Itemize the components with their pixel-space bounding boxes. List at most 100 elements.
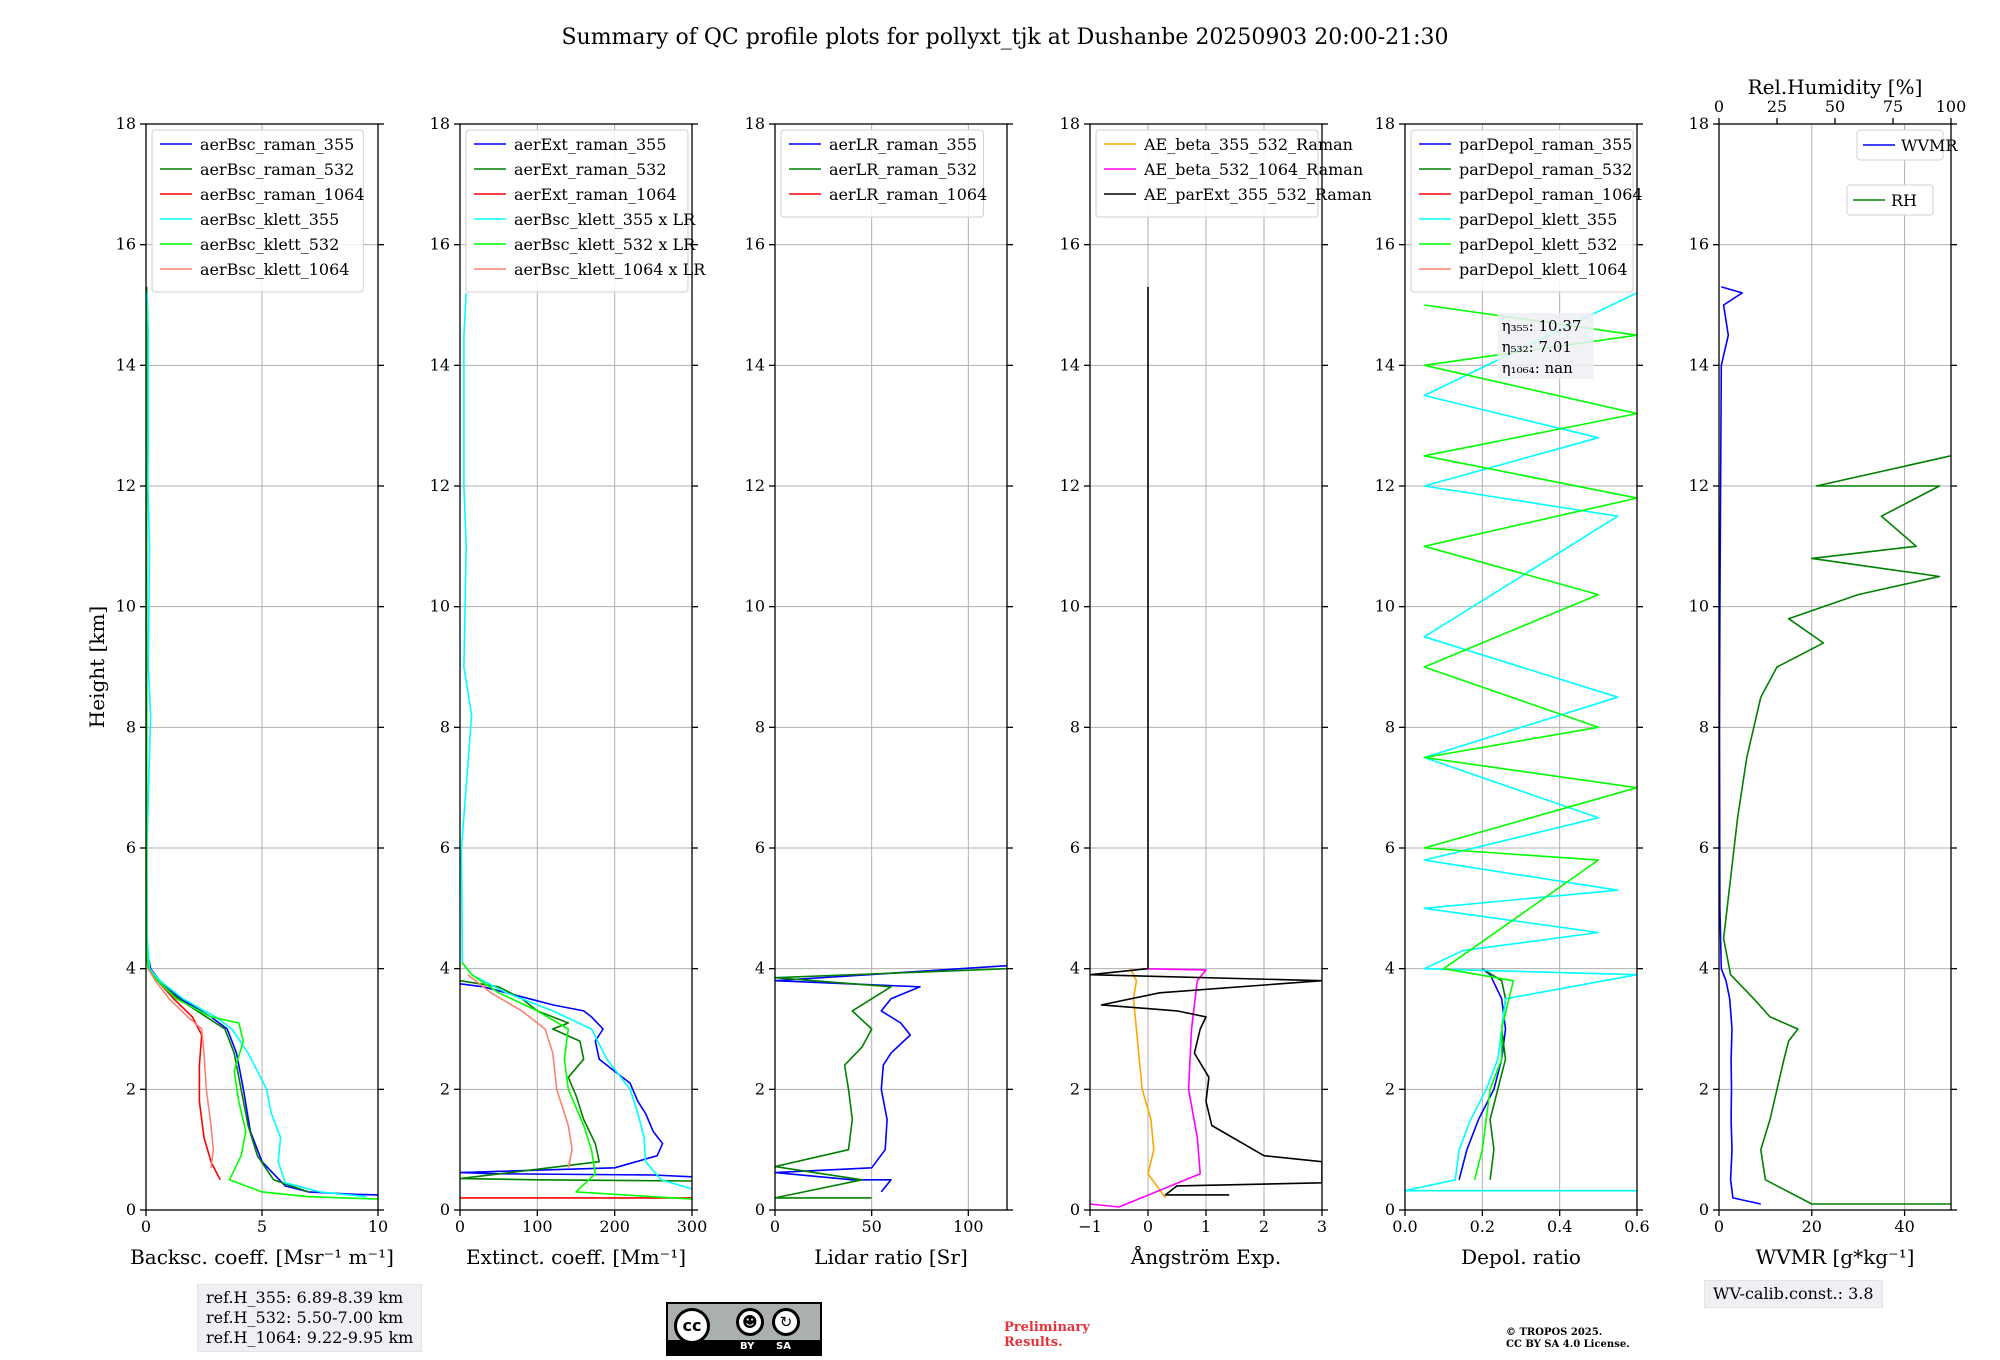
legend-label: WVMR [1901,136,1958,155]
x2-axis-label: Rel.Humidity [%] [1748,75,1923,99]
series-AE_beta_355_532_Raman [1129,968,1167,1199]
x-axis-label: Depol. ratio [1461,1245,1581,1269]
copyright-line-2: CC BY SA 4.0 License. [1506,1339,1630,1350]
xtick-label: 5 [257,1217,267,1236]
xtick-label: 100 [953,1217,984,1236]
xtick-label: 50 [861,1217,881,1236]
legend-label: parDepol_klett_532 [1459,235,1617,254]
legend-label: aerLR_raman_532 [829,160,977,179]
ytick-label: 16 [116,235,136,254]
wv-calibration-constant: WV-calib.const.: 3.8 [1713,1284,1874,1303]
ytick-label: 12 [1375,476,1395,495]
legend-label: parDepol_klett_355 [1459,210,1617,229]
ytick-label: 18 [745,114,765,133]
cc-license-badge[interactable]: cc ☻ ↻ BY SA [666,1302,822,1356]
series-AE_parExt_355_532_Raman [1090,286,1322,1196]
legend-label: aerLR_raman_355 [829,135,977,154]
ytick-label: 12 [430,476,450,495]
legend-label: aerBsc_raman_355 [200,135,354,154]
reference-height-box: ref.H_355: 6.89-8.39 km ref.H_532: 5.50-… [197,1284,423,1352]
ytick-label: 6 [1385,838,1395,857]
chart-panel-lidar_ratio: 0 2 4 6 8 10 12 14 16 18 0 50 100 Lidar ratio [Sr] aer… [745,114,1013,1269]
copyright-line-1: © TROPOS 2025. [1506,1327,1603,1338]
ytick-label: 0 [126,1200,136,1219]
xtick-label: 2 [1259,1217,1269,1236]
ytick-label: 8 [755,717,765,736]
series-group [146,286,378,1200]
series-aerBsc_klett_532 x LR [461,962,692,1200]
xtick-label: −1 [1078,1217,1102,1236]
legend-label: AE_beta_532_1064_Raman [1143,160,1363,179]
preliminary-line-1: Preliminary [1004,1320,1090,1335]
xtick-label: 0.2 [1470,1217,1495,1236]
series-aerBsc_klett_355 x LR [460,292,692,1190]
y-axis-label: Height [km] [85,606,109,728]
xtick-label: 200 [599,1217,630,1236]
ytick-label: 12 [1060,476,1080,495]
ytick-label: 2 [1699,1079,1709,1098]
ytick-label: 16 [430,235,450,254]
figure-title: Summary of QC profile plots for pollyxt_… [561,25,1448,50]
ref-height-532: ref.H_532: 5.50-7.00 km [206,1308,404,1327]
ytick-label: 4 [755,959,765,978]
by-label: BY [740,1341,755,1352]
ytick-label: 14 [116,355,136,374]
x2tick-label: 25 [1767,97,1787,116]
legend-label: RH [1891,191,1917,210]
series-group [1090,286,1322,1208]
legend-label: aerExt_raman_355 [514,135,667,154]
xtick-label: 0 [455,1217,465,1236]
chart-panel-backscatter: 0 2 4 6 8 10 12 14 16 18 0 5 10 Backsc. coeff. [Msr⁻¹… [85,114,394,1269]
ytick-label: 6 [1699,838,1709,857]
ytick-label: 10 [1375,597,1395,616]
preliminary-results-note: Preliminary Results. [1004,1320,1090,1350]
legend-label: aerBsc_klett_1064 [200,260,349,279]
sa-label: SA [776,1341,791,1352]
x-axis-label: WVMR [g*kg⁻¹] [1756,1245,1915,1269]
legend-box [151,129,364,293]
ytick-label: 14 [1375,355,1395,374]
series-aerBsc_raman_532 [146,286,309,1193]
xtick-label: 0 [1143,1217,1153,1236]
ytick-label: 6 [440,838,450,857]
xtick-label: 40 [1894,1217,1914,1236]
wv-calibration-box: WV-calib.const.: 3.8 [1704,1280,1883,1308]
axes-frame [774,123,1008,1211]
axes-frame [1718,123,1952,1211]
ytick-label: 0 [1699,1200,1709,1219]
series-parDepol_raman_532 [1481,968,1507,1180]
series-WVMR [1719,286,1761,1205]
ytick-label: 18 [116,114,136,133]
legend-label: aerBsc_klett_355 [200,210,339,229]
ytick-label: 18 [1375,114,1395,133]
legend-label: parDepol_raman_1064 [1459,185,1643,204]
legend-label: aerBsc_klett_1064 x LR [514,260,706,279]
series-aerBsc_klett_532 [146,305,378,1200]
legend-label: AE_parExt_355_532_Raman [1143,185,1372,204]
x-axis-label: Lidar ratio [Sr] [814,1245,968,1269]
ytick-label: 14 [1060,355,1080,374]
ref-height-1064: ref.H_1064: 9.22-9.95 km [206,1328,414,1347]
ytick-label: 2 [1385,1079,1395,1098]
xtick-label: 300 [677,1217,708,1236]
ytick-label: 12 [745,476,765,495]
x2tick-label: 75 [1883,97,1903,116]
eta-value: η₅₃₂: 7.01 [1502,338,1572,356]
ytick-label: 16 [1375,235,1395,254]
ytick-label: 6 [755,838,765,857]
xtick-label: 0 [770,1217,780,1236]
legend-label: parDepol_raman_355 [1459,135,1632,154]
series-aerLR_raman_532 [775,967,1007,1199]
ytick-label: 14 [430,355,450,374]
legend-label: AE_beta_355_532_Raman [1143,135,1353,154]
legend-label: aerBsc_klett_532 [200,235,339,254]
x2tick-label: 0 [1714,97,1724,116]
legend-box [1410,129,1634,293]
ytick-label: 12 [1689,476,1709,495]
series-aerBsc_klett_355 [146,292,367,1198]
xtick-label: 3 [1317,1217,1327,1236]
cc-icon: cc [674,1308,710,1344]
legend-label: aerExt_raman_1064 [514,185,677,204]
series-group [1719,286,1951,1205]
